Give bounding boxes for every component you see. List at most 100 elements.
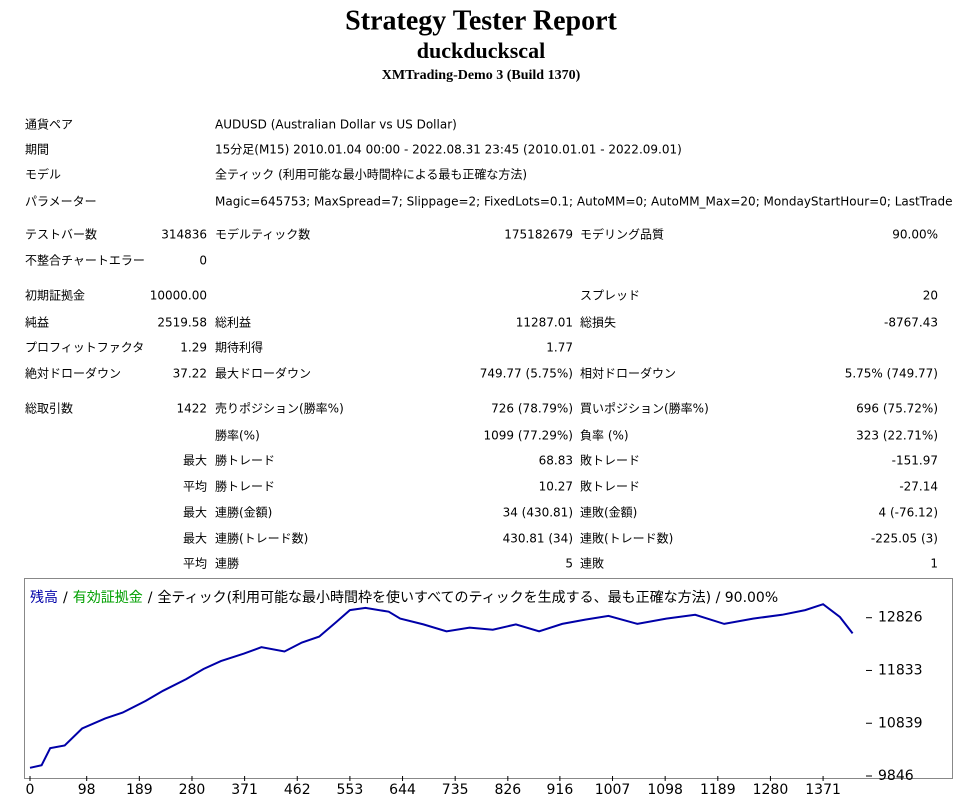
stat-label: 連敗(金額) xyxy=(580,505,637,520)
balance-line xyxy=(29,603,854,769)
y-tick-label: 12826 xyxy=(878,610,923,626)
stat-label: 総取引数 xyxy=(25,401,73,416)
stat-value: 37.22 xyxy=(173,367,207,381)
x-tick-label: 1189 xyxy=(700,782,736,798)
legend-separator: / xyxy=(63,590,68,606)
stat-value: 323 (22.71%) xyxy=(856,429,938,443)
legend-item: 残高 xyxy=(30,589,58,606)
stat-value: 749.77 (5.75%) xyxy=(480,367,573,381)
info-label: モデル xyxy=(25,167,61,182)
info-value: 15分足(M15) 2010.01.04 00:00 - 2022.08.31 … xyxy=(215,143,682,157)
stat-value: 1.29 xyxy=(180,341,207,355)
stat-value: -225.05 (3) xyxy=(871,532,938,546)
stat-value: 1422 xyxy=(176,402,207,416)
x-tick-label: 916 xyxy=(547,782,574,798)
info-value: AUDUSD (Australian Dollar vs US Dollar) xyxy=(215,118,457,132)
stat-value: 10.27 xyxy=(539,480,573,494)
x-tick-label: 98 xyxy=(78,782,96,798)
stat-label: 初期証拠金 xyxy=(25,289,85,303)
expert-name: duckduckscal xyxy=(417,38,545,63)
x-tick-label: 735 xyxy=(442,782,469,798)
stat-value: 20 xyxy=(923,289,938,303)
stat-label: スプレッド xyxy=(580,289,640,303)
y-tick-label: 9846 xyxy=(878,768,914,784)
x-tick-label: 1371 xyxy=(805,782,841,798)
stat-value: 1 xyxy=(930,557,938,571)
x-tick-label: 371 xyxy=(231,782,258,798)
y-tick-label: 11833 xyxy=(878,662,923,678)
stat-value: 68.83 xyxy=(539,454,573,468)
stat-label: 買いポジション(勝率%) xyxy=(580,401,709,416)
y-tick-label: 10839 xyxy=(878,715,923,731)
stat-label: 勝トレード xyxy=(215,479,275,494)
stat-label: 総損失 xyxy=(580,315,616,330)
legend-note: 全ティック(利用可能な最小時間枠を使いすべてのティックを生成する、最も正確な方法… xyxy=(157,589,778,606)
stat-value: 726 (78.79%) xyxy=(491,402,573,416)
server-name: XMTrading-Demo 3 (Build 1370) xyxy=(382,68,581,83)
stat-value: 5 xyxy=(565,557,573,571)
stat-value: 90.00% xyxy=(892,228,938,242)
stat-value: 430.81 (34) xyxy=(503,532,573,546)
stat-label: 相対ドローダウン xyxy=(580,366,676,381)
stat-label: 売りポジション(勝率%) xyxy=(215,401,344,416)
info-label: 通貨ペア xyxy=(25,117,73,132)
legend-item: 有効証拠金 xyxy=(73,590,143,606)
stat-value: 4 (-76.12) xyxy=(879,506,939,520)
stat-label: モデリング品質 xyxy=(580,227,664,242)
x-tick-label: 826 xyxy=(494,782,521,798)
x-tick-label: 280 xyxy=(179,782,206,798)
stat-label: 勝トレード xyxy=(215,453,275,468)
stat-label: 絶対ドローダウン xyxy=(25,366,121,381)
stat-label: 最大 xyxy=(183,532,207,546)
stat-label: テストバー数 xyxy=(25,227,97,242)
stat-label: 平均 xyxy=(183,480,207,494)
stat-label: 最大 xyxy=(183,506,207,520)
chart-frame xyxy=(24,578,953,779)
stat-label: 不整合チャートエラー xyxy=(25,254,145,268)
x-tick-label: 462 xyxy=(284,782,311,798)
stat-label: 純益 xyxy=(25,316,49,330)
stat-value: 34 (430.81) xyxy=(503,506,573,520)
stat-label: 勝率(%) xyxy=(215,428,260,443)
stat-label: 連敗(トレード数) xyxy=(580,531,673,546)
stat-label: 最大ドローダウン xyxy=(215,366,311,381)
stat-label: 敗トレード xyxy=(580,479,640,494)
info-value: 全ティック (利用可能な最小時間枠による最も正確な方法) xyxy=(215,167,527,182)
stat-label: 連勝 xyxy=(215,556,239,571)
stat-value: 696 (75.72%) xyxy=(856,402,938,416)
x-tick-label: 1098 xyxy=(647,782,683,798)
report-title: Strategy Tester Report xyxy=(345,5,617,36)
stat-value: 314836 xyxy=(161,228,207,242)
stat-label: 連勝(金額) xyxy=(215,505,272,520)
x-tick-label: 553 xyxy=(337,782,364,798)
x-tick-label: 0 xyxy=(26,782,35,798)
stat-value: 11287.01 xyxy=(516,316,573,330)
legend: 残高 / 有効証拠金 / 全ティック(利用可能な最小時間枠を使いすべてのティックを生成す… xyxy=(30,589,778,606)
stat-label: 期待利得 xyxy=(215,340,263,355)
x-tick-label: 1007 xyxy=(595,782,631,798)
info-label: 期間 xyxy=(25,143,49,157)
stat-value: -8767.43 xyxy=(884,316,938,330)
stat-value: 0 xyxy=(199,254,207,268)
stat-label: 平均 xyxy=(183,557,207,571)
stat-label: プロフィットファクタ xyxy=(25,341,144,355)
x-tick-label: 189 xyxy=(126,782,153,798)
stat-value: 1.77 xyxy=(546,341,573,355)
stat-value: 2519.58 xyxy=(157,316,207,330)
x-tick-label: 1280 xyxy=(753,782,789,798)
stat-label: 負率 (%) xyxy=(580,429,629,443)
stat-value: -27.14 xyxy=(899,480,938,494)
stat-value: 175182679 xyxy=(504,228,573,242)
info-label: パラメーター xyxy=(25,195,97,209)
stat-label: 連敗 xyxy=(580,556,604,571)
stat-label: 敗トレード xyxy=(580,453,640,468)
stat-label: 連勝(トレード数) xyxy=(215,531,308,546)
stat-label: 総利益 xyxy=(215,315,251,330)
stat-value: 1099 (77.29%) xyxy=(484,429,573,443)
info-value: Magic=645753; MaxSpread=7; Slippage=2; F… xyxy=(215,195,953,209)
stat-value: -151.97 xyxy=(892,454,938,468)
stat-label: 最大 xyxy=(183,454,207,468)
stat-label: モデルティック数 xyxy=(215,227,310,242)
x-tick-label: 644 xyxy=(389,782,416,798)
